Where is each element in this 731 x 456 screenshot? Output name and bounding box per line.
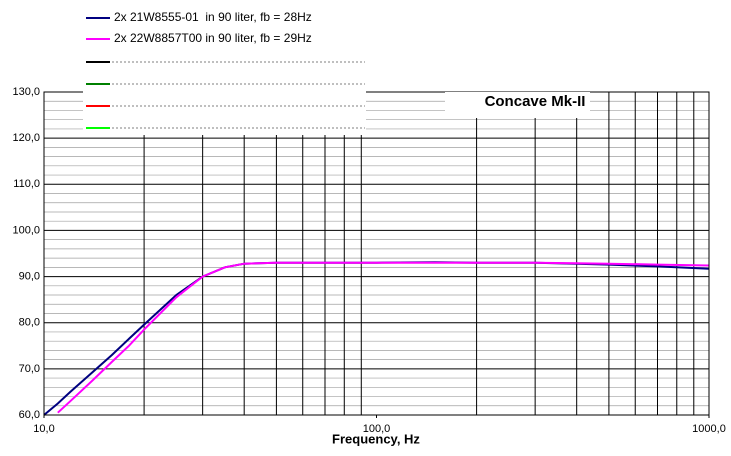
title-box [445,92,590,118]
y-tick-label: 90,0 [19,270,40,282]
y-tick-label: 110,0 [13,178,40,190]
legend-label: 2x 22W8857T00 in 90 liter, fb = 29Hz [114,31,312,45]
legend: 2x 21W8555-01 in 90 liter, fb = 28Hz 2x 2… [86,10,365,129]
x-tick-label: 10,0 [33,423,54,435]
series-line [57,261,710,414]
plot-lines [43,261,710,416]
y-tick-label: 60,0 [19,409,40,421]
legend-label: 2x 21W8555-01 in 90 liter, fb = 28Hz [114,10,312,24]
x-tick-label: 100,0 [363,423,391,435]
y-tick-label: 130,0 [12,86,40,98]
y-tick-label: 80,0 [19,317,40,329]
x-axis-title: Frequency, Hz [332,431,420,446]
plot-border [43,91,710,416]
y-tick-label: 70,0 [19,363,40,375]
y-tick-label: 120,0 [12,132,40,144]
y-tick-label: 100,0 [12,224,40,236]
chart-title: Concave Mk-II [485,93,586,110]
grid [43,91,710,418]
legend-box [83,5,366,135]
x-tick-label: 1000,0 [692,423,726,435]
